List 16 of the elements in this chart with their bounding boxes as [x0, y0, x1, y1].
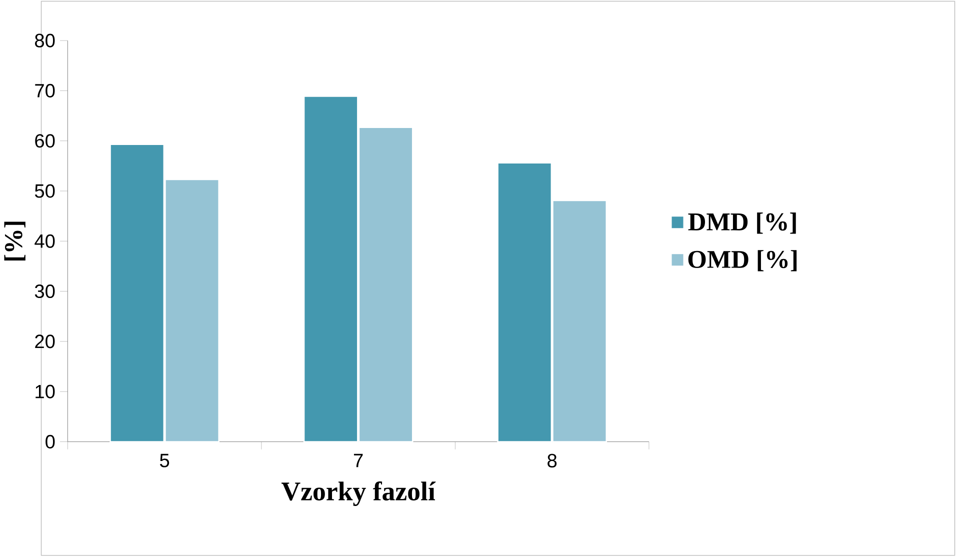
y-tick-label: 80 — [35, 34, 55, 48]
x-tick-label: 7 — [354, 454, 363, 468]
y-axis-title: [%] — [4, 222, 26, 261]
legend-label: OMD [%] — [688, 250, 797, 272]
x-tick-label: 5 — [160, 454, 170, 468]
y-tick-label: 50 — [34, 184, 55, 198]
y-tick-label: 0 — [46, 435, 55, 449]
y-tick-label: 20 — [35, 334, 55, 348]
legend-label: DMD [%] — [688, 212, 796, 234]
y-tick-label: 60 — [35, 134, 55, 148]
y-tick-label: 30 — [34, 284, 55, 298]
y-tick-label: 40 — [34, 234, 55, 248]
y-tick-label: 70 — [35, 84, 55, 98]
x-axis-title: Vzorky fazolí — [282, 481, 436, 506]
x-tick-label: 8 — [548, 454, 557, 468]
y-tick-label: 10 — [36, 384, 55, 398]
